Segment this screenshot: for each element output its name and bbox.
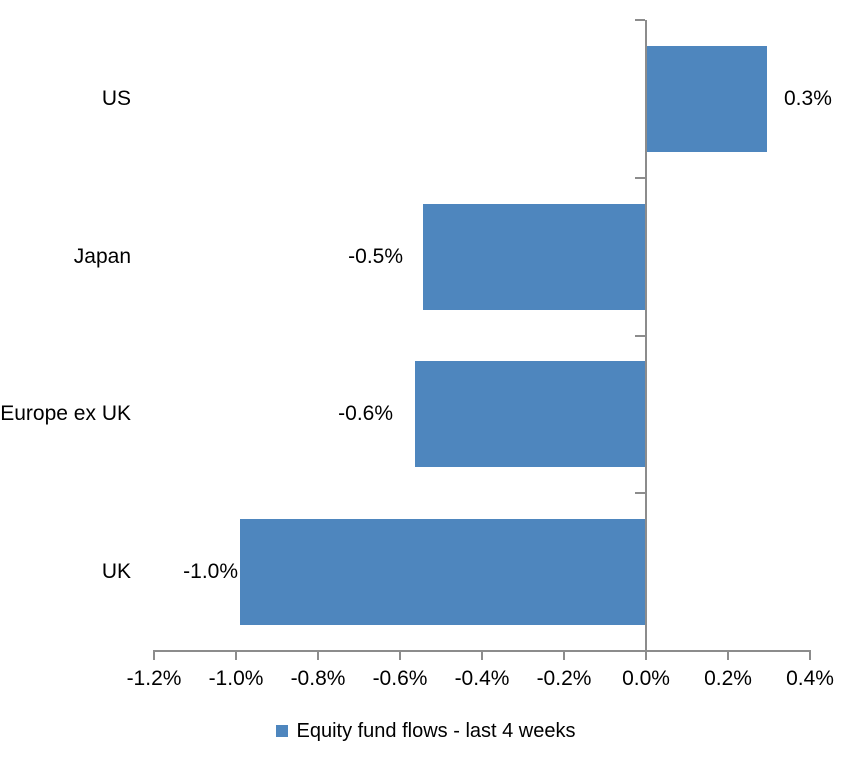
value-axis-tick <box>153 650 155 660</box>
category-label: UK <box>101 560 131 583</box>
value-axis-tick <box>481 650 483 660</box>
category-label: US <box>101 87 131 110</box>
legend-label: Equity fund flows - last 4 weeks <box>296 719 576 742</box>
value-axis-tick <box>645 650 647 660</box>
value-axis-tick-label: -1.0% <box>208 667 264 690</box>
value-axis-tick-label: -0.4% <box>454 667 510 690</box>
category-axis-tick <box>635 335 645 337</box>
value-axis-tick <box>563 650 565 660</box>
value-axis-tick-label: 0.2% <box>704 667 752 690</box>
bar-data-label: -0.5% <box>348 245 403 268</box>
category-axis-tick <box>635 492 645 494</box>
category-label: Europe ex UK <box>0 402 131 425</box>
value-axis-tick <box>399 650 401 660</box>
category-axis-tick <box>635 19 645 21</box>
bar <box>415 361 646 467</box>
value-axis-tick-label: -0.8% <box>290 667 346 690</box>
legend-swatch-icon <box>276 725 289 737</box>
value-axis-tick-label: 0.0% <box>622 667 670 690</box>
value-axis-tick-label: -1.2% <box>126 667 182 690</box>
value-axis-tick-label: 0.4% <box>786 667 834 690</box>
bar-data-label: -1.0% <box>183 560 238 583</box>
bar-data-label: 0.3% <box>784 87 832 110</box>
value-axis-tick <box>235 650 237 660</box>
value-axis-tick <box>809 650 811 660</box>
category-axis-tick <box>635 177 645 179</box>
category-axis-line <box>645 20 647 652</box>
bar-data-label: -0.6% <box>338 402 393 425</box>
bar <box>647 46 767 152</box>
bar <box>423 204 646 310</box>
category-label: Japan <box>73 245 131 268</box>
value-axis-tick <box>317 650 319 660</box>
legend: Equity fund flows - last 4 weeks <box>0 719 852 743</box>
value-axis-tick-label: -0.2% <box>536 667 592 690</box>
bar <box>240 519 646 625</box>
value-axis-tick-label: -0.6% <box>372 667 428 690</box>
value-axis-tick <box>727 650 729 660</box>
